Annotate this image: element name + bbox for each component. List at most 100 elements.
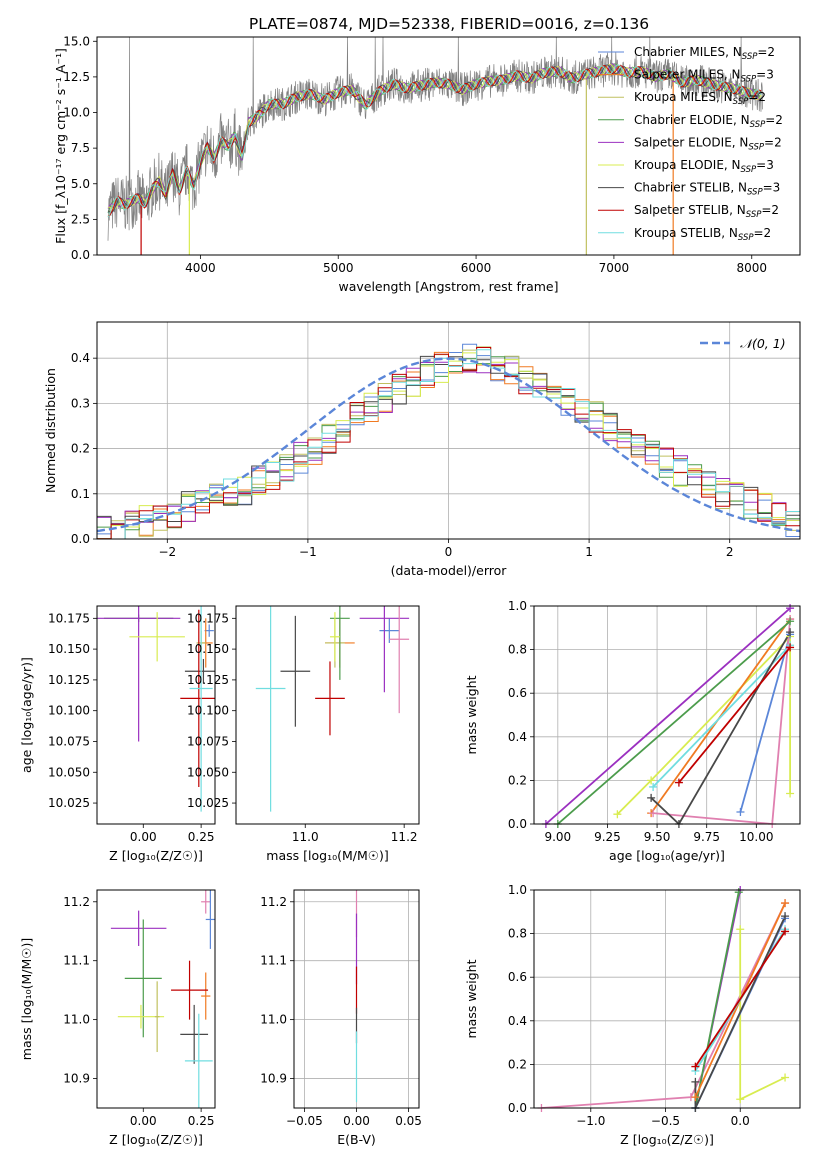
legend-label-salpeter-elodie: Salpeter ELODIE, NSSP=2 [634, 135, 782, 152]
y-tick-label: 0.4 [508, 1014, 527, 1028]
x-tick-label: 9.00 [544, 830, 571, 844]
weight-marker-kroupa-elodie [781, 1073, 790, 1082]
weight-line-kroupa-elodie [616, 634, 791, 815]
y-tick-label: 10.125 [48, 673, 90, 687]
y-tick-label: 0.2 [508, 1057, 527, 1071]
y-axis-label: Normed distribution [43, 368, 58, 493]
y-tick-label: 12.5 [63, 70, 90, 84]
weight-marker-chabrier-elodie [786, 617, 795, 626]
y-tick-label: 11.1 [260, 954, 287, 968]
weight-marker-kroupa-elodie [736, 1095, 745, 1104]
x-tick-label: −1 [299, 545, 317, 559]
axes-frame [96, 889, 216, 1109]
legend-label-tail: =2 [748, 90, 766, 104]
x-axis-label: E(B-V) [337, 1132, 376, 1147]
y-tick-label: 10.9 [63, 1072, 90, 1086]
histogram-salpeter-stelib [97, 347, 800, 539]
weight-line-chabrier-miles [739, 634, 791, 813]
y-tick-label: 0.2 [508, 773, 527, 787]
x-tick-label: 11.0 [292, 830, 319, 844]
x-tick-label: −0.05 [286, 1114, 323, 1128]
weight-marker-kroupa-elodie [786, 789, 795, 798]
legend-label-main: Salpeter STELIB, N [634, 203, 746, 217]
x-tick-label: 0.25 [188, 830, 215, 844]
y-tick-label: 11.2 [260, 895, 287, 909]
legend-label-main: Salpeter MILES, N [634, 68, 741, 82]
y-tick-label: 0.2 [71, 442, 90, 456]
legend-label-main: Kroupa MILES, N [634, 90, 733, 104]
y-axis-label: mass [log₁₀(M/M☉)] [19, 938, 34, 1060]
x-tick-label: 6000 [461, 261, 492, 275]
legend-label-tail: =2 [764, 135, 782, 149]
legend-label-tail: =2 [757, 45, 775, 59]
weight-marker-kroupa-elodie [647, 776, 656, 785]
y-tick-label: 10.050 [187, 765, 229, 779]
legend-label-main: Salpeter ELODIE, N [634, 135, 748, 149]
legend-label-tail: =3 [756, 158, 774, 172]
histogram-kroupa-elodie [97, 352, 800, 539]
x-tick-label: 7000 [599, 261, 630, 275]
mass-weight-vs-metallicity-panel: −1.0 −0.5 0.0 0.0 0.2 0.4 0.6 0.8 1.0 Z [log₁₀(Z/… [464, 883, 801, 1147]
y-tick-label: 10.100 [48, 704, 90, 718]
weight-marker-chabrier-stelib [781, 912, 790, 921]
x-tick-label: 9.25 [594, 830, 621, 844]
plot-area [545, 607, 791, 824]
legend-label-sub: SSP [748, 142, 764, 152]
x-tick-label: 9.50 [644, 830, 671, 844]
x-tick-label: 0 [445, 545, 453, 559]
y-tick-label: 0.0 [71, 532, 90, 546]
age-vs-metallicity-panel: 0.00 0.25 10.025 10.050 10.075 10.100 10.125 10… [19, 605, 216, 863]
y-tick-label: 7.5 [71, 141, 90, 155]
legend-label-sub: SSP [747, 188, 763, 198]
weight-marker-salpeter-stelib [691, 1062, 700, 1071]
y-tick-label: 11.0 [63, 1013, 90, 1027]
legend-label-sub: SSP [750, 120, 766, 130]
weight-marker-chabrier-stelib [647, 793, 656, 802]
x-axis-label: (data-model)/error [391, 563, 508, 578]
y-tick-label: 10.150 [48, 642, 90, 656]
legend-label-main: Chabrier ELODIE, N [634, 113, 750, 127]
x-tick-label: −0.5 [651, 1114, 680, 1128]
normal-curve [97, 357, 800, 533]
weight-line-chabrier-stelib [650, 631, 791, 824]
legend-label-sub: SSP [746, 210, 762, 220]
mass-weight-vs-age-panel: 9.00 9.25 9.50 9.75 10.00 0.0 0.2 0.4 0.6 0.8 1.0 a… [464, 599, 801, 863]
weight-marker-salpeter-stelib [781, 927, 790, 936]
weight-line-kroupa-elodie [739, 929, 786, 1101]
legend-label-tail: =3 [756, 68, 774, 82]
legend-label-kroupa-miles: Kroupa MILES, NSSP=2 [634, 90, 766, 107]
model-spectrum-chabrier-stelib [107, 64, 762, 213]
x-tick-label: 10.00 [739, 830, 773, 844]
weight-marker-kroupa-stelib [649, 782, 658, 791]
y-tick-label: 0.1 [71, 487, 90, 501]
legend-label-tail: =2 [765, 113, 783, 127]
x-tick-label: 0.00 [130, 1114, 157, 1128]
x-axis-label: wavelength [Angstrom, rest frame] [338, 279, 558, 294]
plot-area [107, 37, 763, 255]
legend-label-kroupa-stelib: Kroupa STELIB, NSSP=2 [634, 226, 771, 243]
axes-frame [533, 889, 801, 1109]
weight-line-kroupa-stelib [652, 644, 791, 788]
y-tick-label: 1.0 [508, 883, 527, 897]
y-tick-label: 11.2 [63, 895, 90, 909]
y-tick-label: 0.0 [71, 248, 90, 262]
weight-line-salpeter-stelib [694, 930, 786, 1068]
weight-line-chabrier-elodie [557, 620, 791, 824]
weight-line-salpeter-stelib [678, 646, 791, 784]
y-tick-label: 0.6 [508, 686, 527, 700]
plot-area [110, 890, 215, 1108]
y-tick-label: 11.1 [63, 954, 90, 968]
y-tick-label: 10.0 [63, 106, 90, 120]
legend-label-main: Kroupa STELIB, N [634, 226, 738, 240]
age-vs-mass-panel: 11.0 11.2 10.025 10.050 10.075 10.100 10.125 10… [187, 605, 420, 863]
weight-marker-salpeter-miles [691, 1093, 700, 1102]
y-tick-label: 11.0 [260, 1013, 287, 1027]
y-tick-label: 10.025 [187, 796, 229, 810]
legend-label-main: Chabrier STELIB, N [634, 181, 747, 195]
legend-label-sub: SSP [733, 97, 749, 107]
x-tick-label: 0.00 [130, 830, 157, 844]
x-tick-label: 4000 [185, 261, 216, 275]
x-axis-label: age [log₁₀(age/yr)] [609, 848, 725, 863]
x-tick-label: 9.75 [693, 830, 720, 844]
